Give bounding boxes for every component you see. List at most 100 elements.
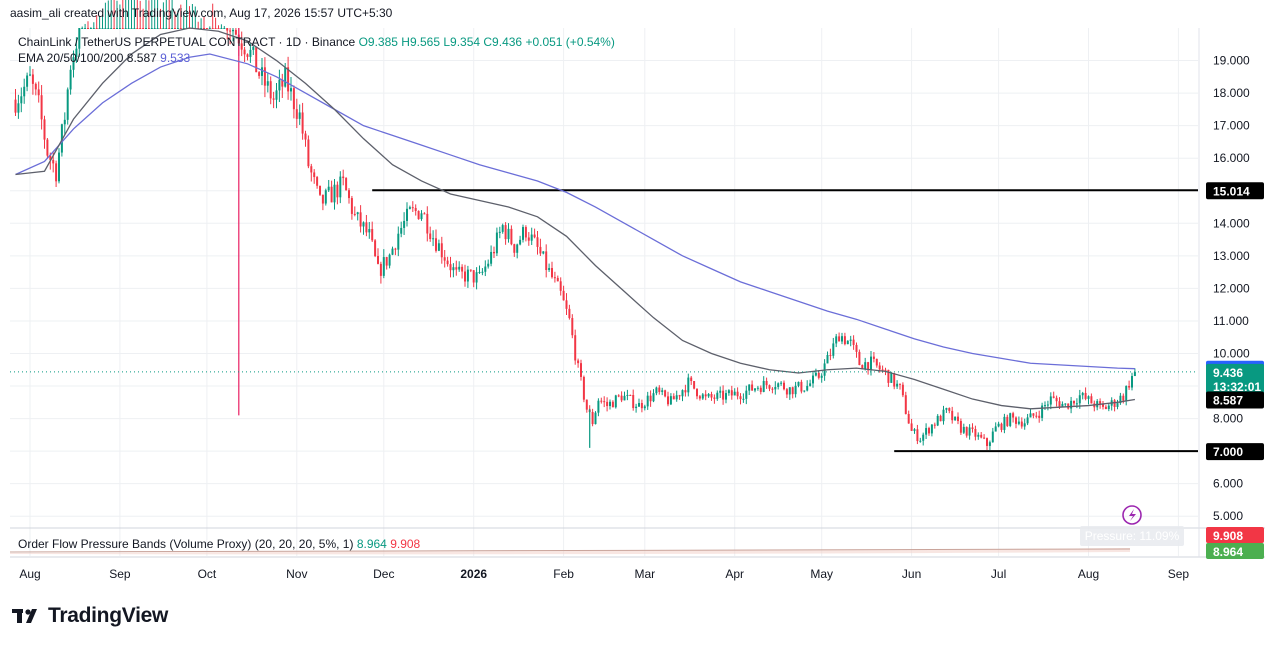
candle xyxy=(339,171,342,204)
candle xyxy=(794,381,797,398)
candle xyxy=(582,375,585,403)
candle xyxy=(501,223,504,234)
candle-body xyxy=(1131,376,1133,388)
candle xyxy=(991,427,994,443)
pressure-badge-bg xyxy=(1080,526,1184,546)
time-axis[interactable]: Aug Sep Oct Nov Dec 2026 Feb Mar Apr May Jun Jul Aug… xyxy=(19,567,1189,581)
candle xyxy=(464,264,466,287)
candle xyxy=(171,0,174,29)
band-lower-pill-text: 8.964 xyxy=(1213,545,1243,559)
ema50-pill: 8.587 xyxy=(1206,391,1264,409)
indicator-legend[interactable]: Order Flow Pressure Bands (Volume Proxy)… xyxy=(18,537,420,551)
candle xyxy=(951,406,954,424)
candle-body xyxy=(890,373,893,383)
candle xyxy=(948,407,951,414)
candle xyxy=(107,0,110,29)
candle xyxy=(716,390,719,401)
candle xyxy=(101,16,104,29)
candle-body xyxy=(1012,413,1015,418)
candle-body xyxy=(75,48,78,58)
candle xyxy=(649,390,652,407)
candle-body xyxy=(284,67,287,87)
candle xyxy=(591,408,594,427)
candle xyxy=(1000,422,1003,433)
candle xyxy=(803,390,806,393)
candle xyxy=(655,386,658,396)
candle-body xyxy=(553,277,556,279)
ema-legend[interactable]: EMA 20/50/100/200 8.587 9.533 xyxy=(18,51,190,65)
candle-body xyxy=(136,28,139,29)
price-tick-label: 18.000 xyxy=(1213,86,1250,100)
candle xyxy=(652,389,655,403)
candle-body xyxy=(321,194,324,204)
candle-body xyxy=(530,234,533,241)
candle-body xyxy=(246,54,249,57)
candle-body xyxy=(87,28,89,29)
candle-body xyxy=(768,385,771,389)
candle-body xyxy=(846,340,849,345)
candle xyxy=(1029,409,1032,418)
candle-body xyxy=(327,186,330,191)
time-tick-label: Mar xyxy=(634,567,655,581)
candle-body xyxy=(52,159,55,164)
candle-body xyxy=(449,264,452,271)
candle xyxy=(426,206,429,242)
candle-body xyxy=(324,190,327,204)
candle-body xyxy=(875,358,878,366)
candle-body xyxy=(313,172,316,178)
candle-body xyxy=(455,267,458,270)
candle-body xyxy=(614,395,617,408)
candle-body xyxy=(78,28,81,49)
candle-body xyxy=(414,207,417,211)
candle xyxy=(997,421,1000,428)
candle-body xyxy=(1125,385,1128,401)
candle xyxy=(435,229,437,253)
candle-body xyxy=(817,372,820,378)
candle xyxy=(258,71,261,79)
candle-body xyxy=(568,308,571,319)
candle-body xyxy=(617,395,620,397)
candle-body xyxy=(542,251,545,254)
candle-body xyxy=(29,74,31,76)
candle xyxy=(843,332,846,346)
candle xyxy=(92,22,95,29)
candle-body xyxy=(710,394,713,398)
candle-body xyxy=(145,28,147,29)
candle-body xyxy=(954,416,957,421)
candle-body xyxy=(200,28,203,29)
candle xyxy=(301,102,304,140)
candle xyxy=(1102,401,1104,410)
symbol-legend[interactable]: ChainLink / TetherUS PERPETUAL CONTRACT … xyxy=(18,35,615,49)
alert-icon[interactable] xyxy=(1122,505,1142,525)
candle xyxy=(632,389,635,411)
candle xyxy=(478,265,481,274)
candle-body xyxy=(522,227,524,240)
candle xyxy=(95,15,98,29)
candle-body xyxy=(629,394,632,396)
candle-body xyxy=(301,112,304,134)
candle-body xyxy=(841,336,843,342)
candle-body xyxy=(179,28,182,29)
candle xyxy=(580,359,582,381)
chart-attribution: aasim_ali created with TradingView.com, … xyxy=(10,6,393,20)
candle xyxy=(330,180,333,203)
candle-body xyxy=(556,277,559,282)
candle xyxy=(324,188,327,206)
candle xyxy=(936,414,939,427)
ema-lines xyxy=(15,27,1136,410)
candle xyxy=(545,244,548,278)
candle-body xyxy=(919,440,922,442)
candle-body xyxy=(881,369,884,371)
time-tick-label: Nov xyxy=(286,567,307,581)
candle xyxy=(1038,410,1041,423)
tradingview-logo[interactable]: TradingView xyxy=(12,604,168,628)
candle xyxy=(1032,413,1035,419)
candle-body xyxy=(110,28,113,29)
ema200-line xyxy=(15,53,1135,370)
price-tick-label: 17.000 xyxy=(1213,119,1250,133)
candle-body xyxy=(150,28,153,29)
candle-body xyxy=(803,390,806,392)
candle xyxy=(113,0,116,29)
candle-body xyxy=(176,28,179,29)
